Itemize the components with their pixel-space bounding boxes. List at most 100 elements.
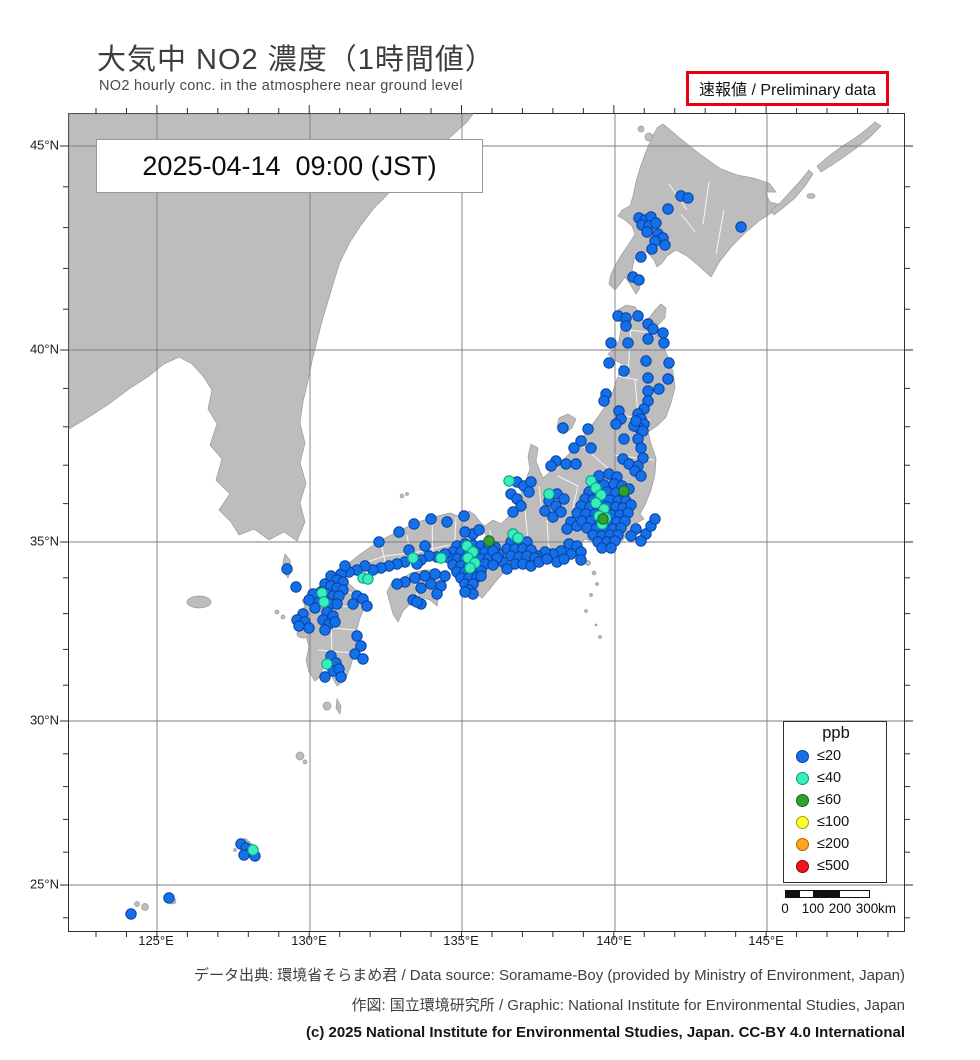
station-dot [640,355,652,367]
station-dot [523,486,535,498]
lon-label: 135°E [443,933,479,948]
station-dot [558,493,570,505]
legend-row: ≤20 [790,745,882,767]
station-dot [335,671,347,683]
scale-bar-segment [800,891,813,897]
scale-bar-number: 0 [781,901,789,916]
station-dot [663,357,675,369]
station-dot [431,588,443,600]
station-dot [646,243,658,255]
station-dot [622,337,634,349]
station-dot [475,570,487,582]
station-dot [459,586,471,598]
timestamp-box: 2025-04-14 09:00 (JST) [96,139,483,193]
station-dot [647,323,659,335]
station-dot [575,554,587,566]
legend-row: ≤100 [790,811,882,833]
iturup-island [816,121,882,173]
station-dot [649,513,661,525]
station-dot [331,598,343,610]
station-dot [415,582,427,594]
legend-label: ≤200 [817,836,850,852]
station-dot [662,203,674,215]
station-dot [507,506,519,518]
station-dot [618,485,630,497]
shikotan-island [806,193,816,199]
lat-label: 25°N [29,876,59,892]
rebun-island [637,125,645,133]
station-dot [610,418,622,430]
station-dot [641,226,653,238]
station-dot [163,892,175,904]
station-dot [362,573,374,585]
japan-map-svg [60,105,913,940]
data-source-credit: データ出典: 環境省そらまめ君 / Data source: Soramame-… [193,967,905,984]
station-dot [319,671,331,683]
scale-bar-segment [813,891,840,897]
yakushima-island [322,701,332,711]
station-dot [555,506,567,518]
station-dot [585,442,597,454]
lat-label: 30°N [29,712,59,728]
legend-dot-icon [796,815,809,829]
station-dot [329,616,341,628]
station-dot [558,553,570,565]
amami-island [295,751,305,761]
legend-dot-icon [796,771,809,785]
tanegashima-island [335,697,342,715]
station-dot [525,476,537,488]
izu-islands [584,560,602,639]
landmass-group [68,113,882,911]
station-dot [357,653,369,665]
station-dot [620,320,632,332]
station-dot [458,510,470,522]
station-dot [373,536,385,548]
oki-islands-2 [405,492,409,496]
goto-islands [274,609,280,615]
amami-island-2 [302,759,308,765]
station-dot [351,630,363,642]
legend-dot-icon [796,859,809,873]
station-dot [653,383,665,395]
legend-row: ≤200 [790,833,882,855]
legend-row: ≤40 [790,767,882,789]
scale-bar-segment [840,891,867,897]
station-dot [347,598,359,610]
legend-label: ≤40 [817,770,842,786]
station-dot [293,620,305,632]
scale-bar [785,890,870,898]
station-dot [570,458,582,470]
station-dot [618,433,630,445]
iriomote-island [134,901,140,907]
station-dot [321,658,333,670]
station-dot [355,640,367,652]
station-dot [439,570,451,582]
scale-bar-number: 200 [828,901,852,916]
station-dot [650,217,662,229]
station-dot [503,475,515,487]
station-dot [633,274,645,286]
station-dot [419,540,431,552]
station-dot [659,239,671,251]
station-dot [541,553,553,565]
station-dot [281,563,293,575]
station-dot [547,511,559,523]
legend-dot-icon [796,837,809,851]
station-dot [625,530,637,542]
legend-label: ≤20 [817,748,842,764]
station-dot [635,442,647,454]
station-dot [637,452,649,464]
scale-bar-unit: km [878,901,896,916]
station-dot [635,470,647,482]
page-subtitle: NO2 hourly conc. in the atmosphere near … [99,78,463,94]
copyright-license: (c) 2025 National Institute for Environm… [305,1024,905,1041]
station-dot [575,435,587,447]
station-dot [557,422,569,434]
station-dot [483,535,495,547]
lat-label: 45°N [29,137,59,153]
station-dot [303,594,315,606]
lon-label: 125°E [138,933,174,948]
legend-dot-icon [796,749,809,763]
lon-label: 145°E [748,933,784,948]
rishiri-island [644,132,654,142]
